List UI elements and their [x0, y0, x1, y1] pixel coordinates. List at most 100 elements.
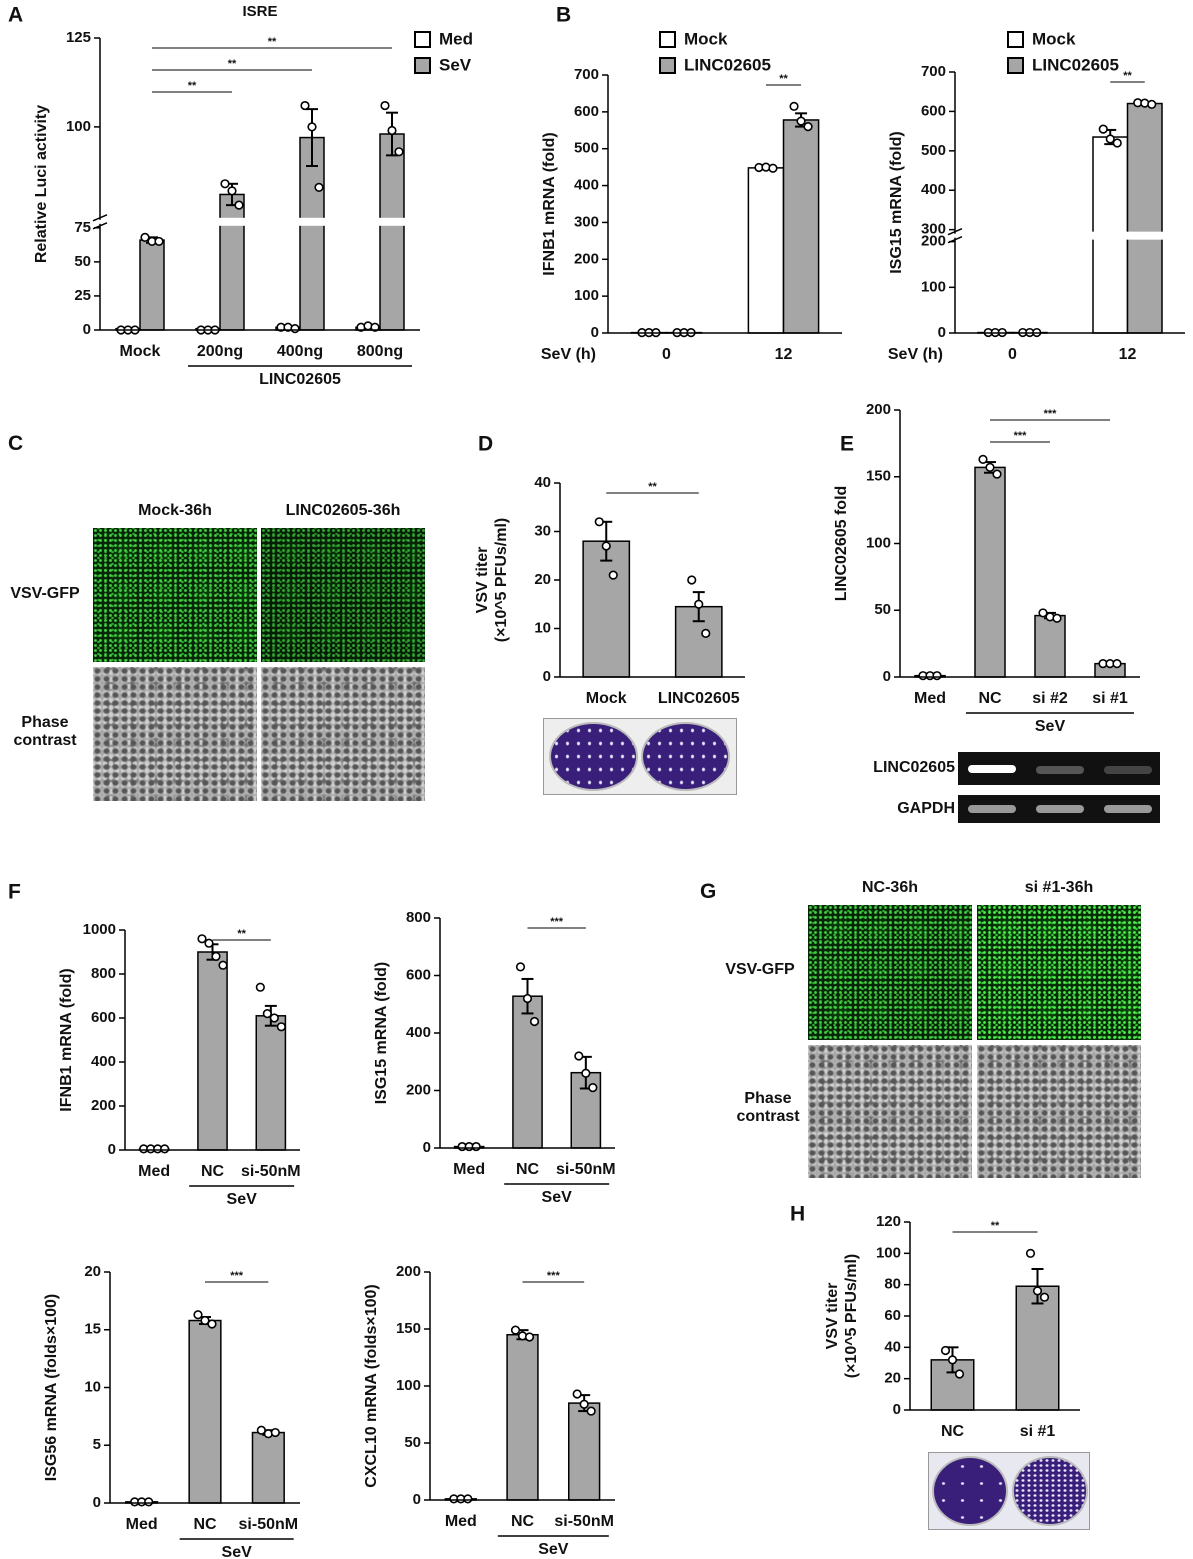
chart-title: ISRE — [242, 3, 277, 20]
y-tick-label: 1000 — [83, 921, 116, 938]
y-tick-label: 50 — [404, 1434, 421, 1451]
significance-label: *** — [1044, 408, 1058, 420]
y-tick-label: 200 — [574, 250, 599, 267]
data-point — [218, 960, 228, 970]
y-tick-label: 600 — [574, 103, 599, 120]
data-point — [588, 1083, 598, 1093]
bar — [299, 136, 325, 331]
y-tick-label: 700 — [574, 66, 599, 83]
bar — [582, 540, 631, 678]
data-point — [768, 163, 778, 173]
axis-break — [943, 231, 1185, 240]
bar — [255, 1015, 287, 1151]
y-tick-label: 800 — [406, 909, 431, 926]
x-tick-label: Med — [138, 1163, 170, 1180]
data-point — [300, 100, 310, 111]
axis-break — [952, 233, 958, 238]
y-tick-label: 200 — [406, 1081, 431, 1098]
data-point — [524, 1332, 535, 1342]
data-point — [932, 671, 942, 681]
y-axis-label: LINC02605 fold — [833, 486, 850, 602]
x-tick-label: si-50nM — [554, 1513, 614, 1530]
panel-letter: C — [8, 432, 24, 455]
significance-label: *** — [547, 1270, 561, 1282]
y-tick-label: 100 — [396, 1377, 421, 1394]
data-point — [234, 200, 244, 210]
y-tick-label: 120 — [876, 1213, 901, 1230]
bar — [747, 167, 785, 334]
data-point — [463, 1494, 473, 1504]
legend-swatch — [414, 57, 431, 74]
legend-swatch — [1007, 31, 1024, 48]
data-point — [515, 962, 526, 972]
x-tick-label: LINC02605 — [658, 690, 740, 707]
data-point — [256, 1425, 266, 1435]
data-point — [579, 1399, 589, 1409]
data-point — [471, 1141, 481, 1152]
y-axis-label: Relative Luci activity — [33, 105, 50, 263]
plaque-well — [641, 722, 730, 791]
data-point — [314, 182, 324, 192]
data-point — [701, 628, 711, 638]
x-tick-label: 12 — [1119, 346, 1137, 363]
y-tick-label: 200 — [396, 1263, 421, 1280]
significance-label: ** — [268, 36, 277, 48]
y-tick-label: 100 — [574, 287, 599, 304]
x-tick-label: Mock — [120, 343, 161, 360]
significance-label: ** — [237, 928, 246, 940]
data-point — [608, 570, 618, 580]
axis-break — [88, 217, 420, 226]
gel-band — [968, 805, 1016, 813]
panel-letter: B — [556, 4, 571, 27]
y-axis-label: ISG15 mRNA (fold) — [888, 131, 905, 274]
y-axis-label: (×10^5 PFUs/ml) — [843, 1254, 860, 1379]
data-point — [601, 541, 611, 551]
y-axis-label: VSV titer — [474, 547, 491, 614]
gel-band — [1036, 805, 1084, 813]
legend-label: LINC02605 — [684, 55, 771, 74]
gfp-image — [261, 528, 425, 662]
y-axis-label: VSV titer — [824, 1283, 841, 1350]
data-point — [270, 1427, 280, 1438]
bar — [251, 1431, 285, 1504]
y-tick-label: 40 — [534, 474, 551, 491]
legend-swatch — [1007, 57, 1024, 74]
y-tick-label: 20 — [534, 571, 551, 588]
y-tick-label: 0 — [938, 324, 946, 341]
data-point — [1112, 138, 1122, 148]
data-point — [211, 951, 221, 962]
group-label: SeV — [1035, 718, 1066, 735]
significance-label: *** — [230, 1270, 244, 1282]
y-tick-label: 400 — [574, 177, 599, 194]
data-point — [796, 116, 806, 126]
phase-image — [808, 1045, 972, 1178]
y-tick-label: 0 — [93, 1494, 101, 1511]
data-point — [160, 1144, 170, 1154]
data-point — [144, 1497, 154, 1507]
gel-lane-row — [958, 752, 1160, 785]
y-tick-label: 100 — [866, 534, 891, 551]
row-label: Phase contrast — [736, 1090, 800, 1125]
group-label: LINC02605 — [259, 371, 341, 388]
y-axis-label: (×10^5 PFUs/ml) — [493, 518, 510, 643]
y-tick-label: 600 — [91, 1009, 116, 1026]
bar — [139, 239, 165, 331]
bar — [506, 1333, 539, 1501]
significance-label: ** — [1123, 70, 1132, 82]
data-point — [954, 1369, 965, 1379]
data-point — [307, 122, 317, 132]
legend-label: LINC02605 — [1032, 55, 1119, 74]
data-point — [985, 462, 995, 473]
bar — [1034, 614, 1066, 678]
significance-label: ** — [779, 73, 788, 85]
y-tick-label: 800 — [91, 965, 116, 982]
y-tick-label: 0 — [83, 321, 91, 338]
y-tick-label: 100 — [876, 1244, 901, 1261]
y-tick-label: 10 — [534, 619, 551, 636]
y-tick-label: 100 — [921, 278, 946, 295]
y-tick-label: 80 — [884, 1276, 901, 1293]
legend-label: Mock — [684, 29, 728, 48]
data-point — [1112, 659, 1122, 669]
legend-swatch — [414, 31, 431, 48]
